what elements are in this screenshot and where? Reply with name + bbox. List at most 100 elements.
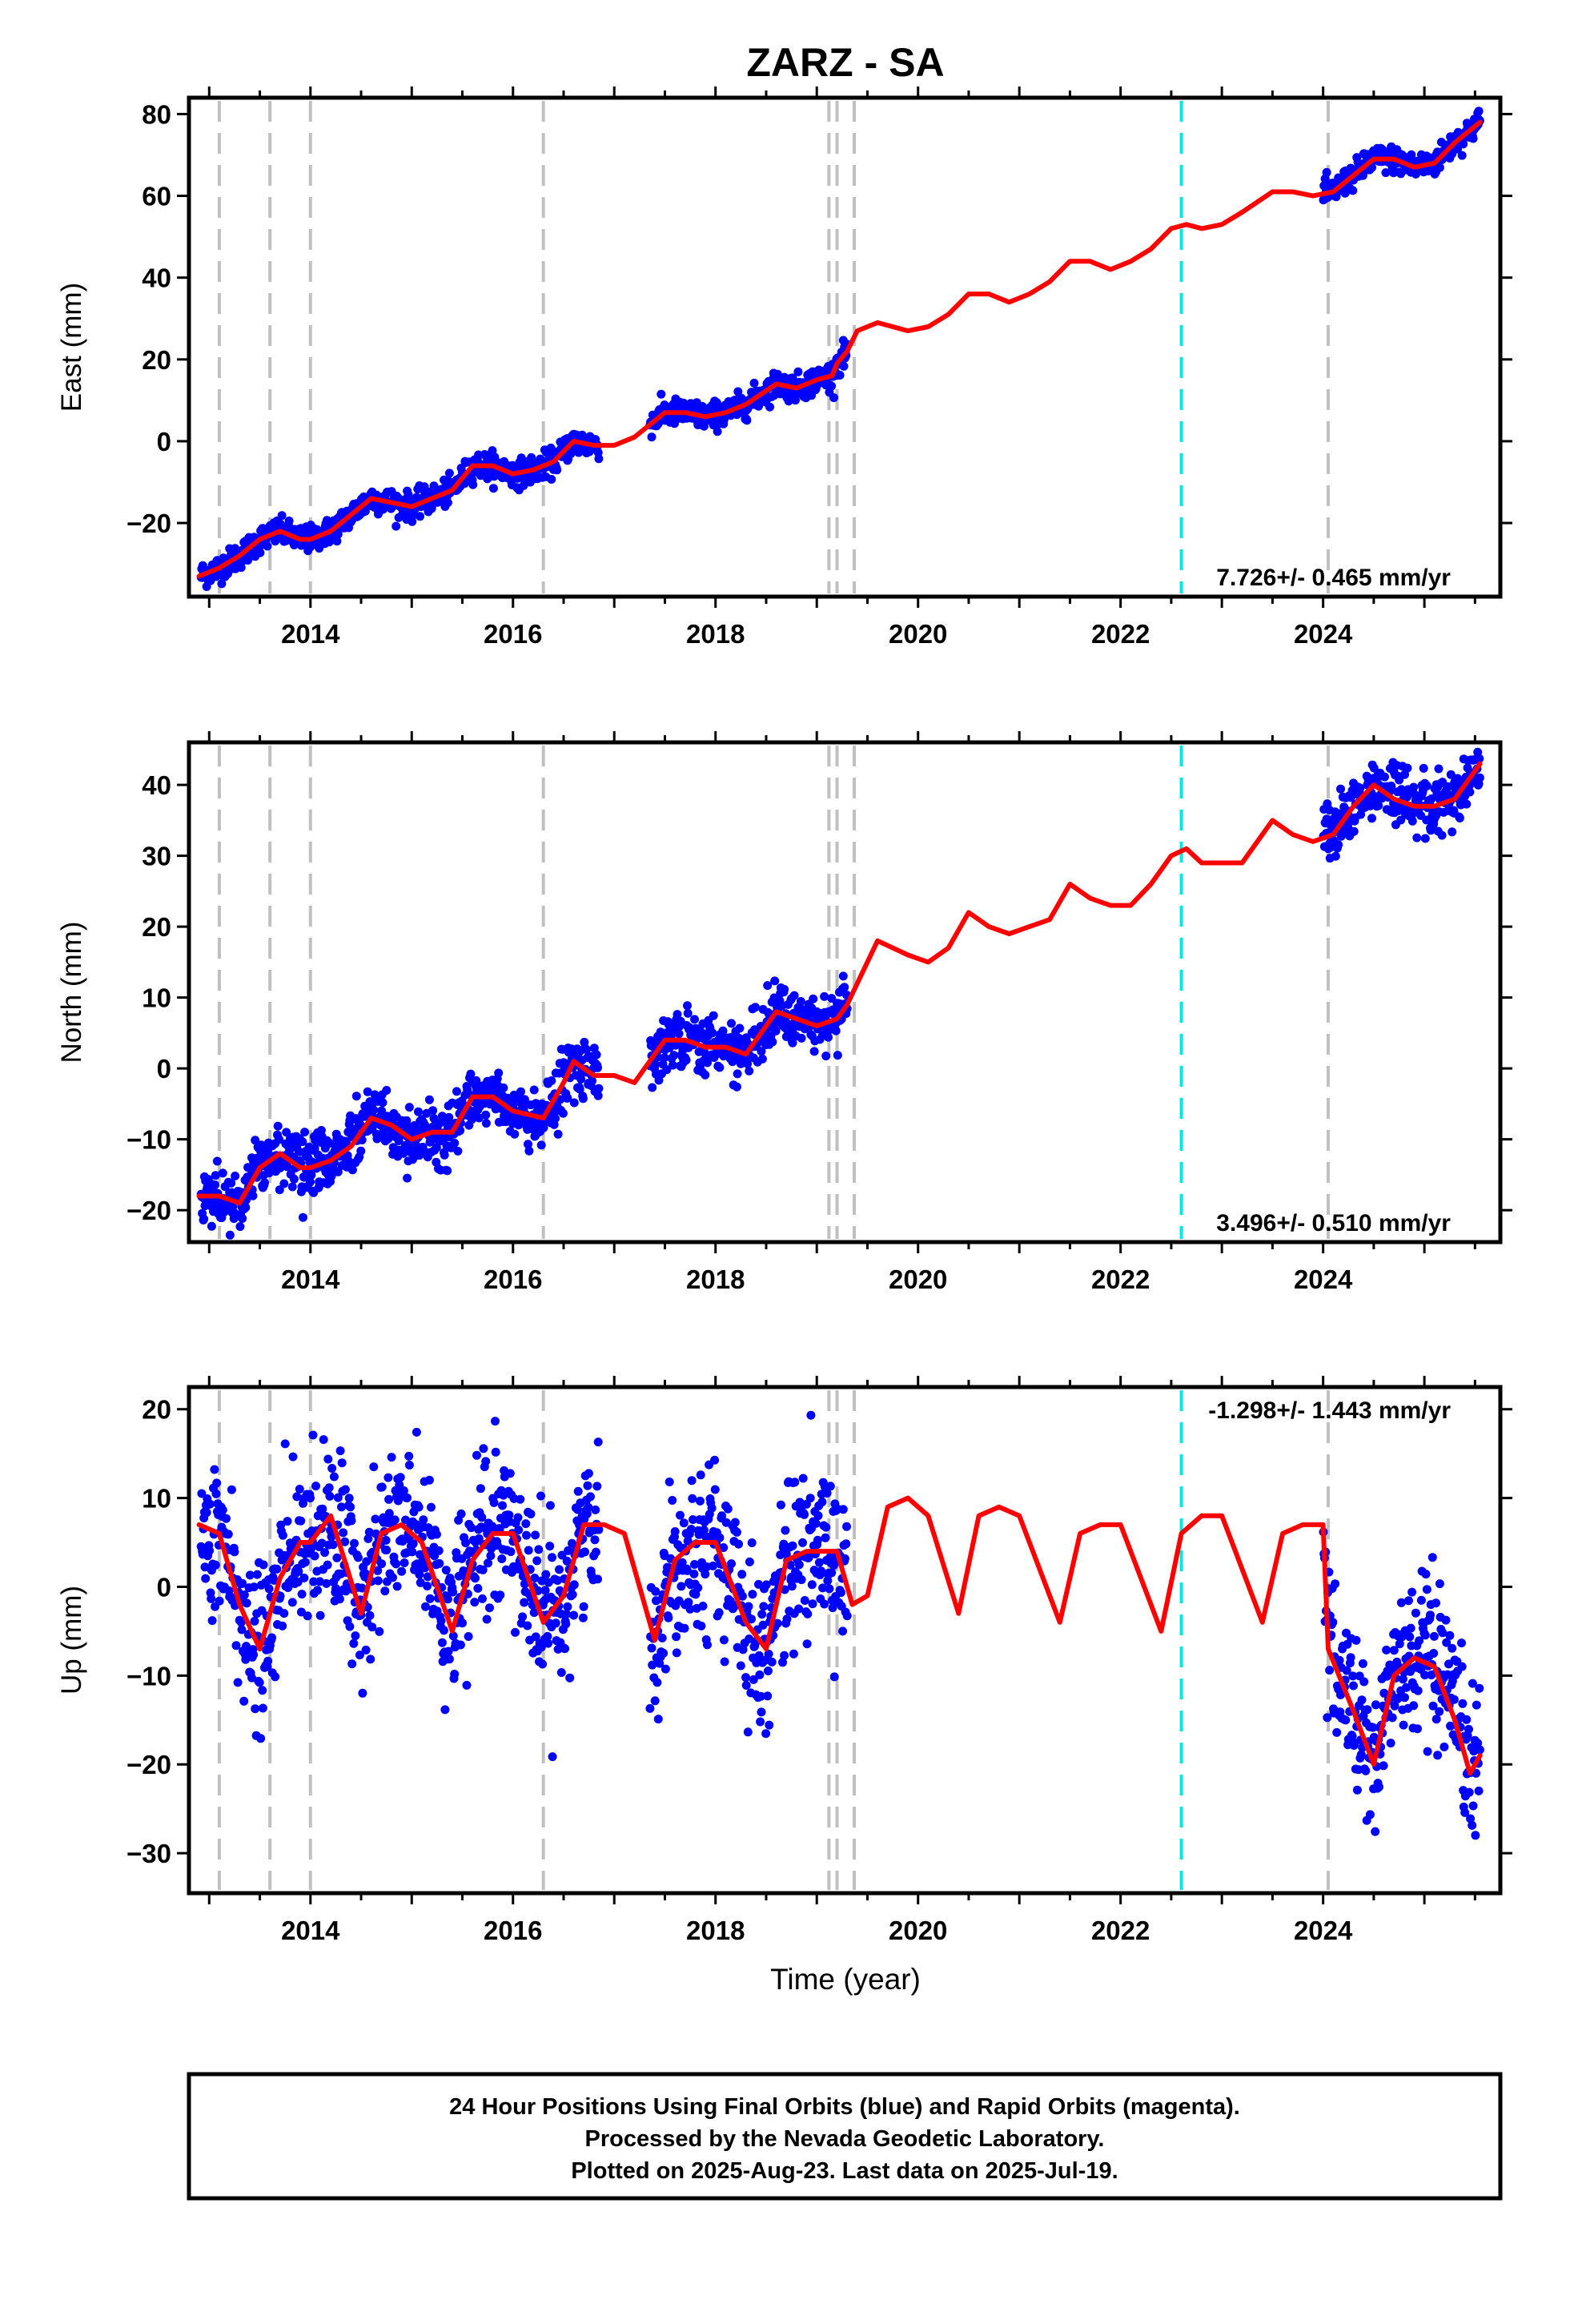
- data-point: [1462, 1715, 1472, 1724]
- plot-layer-up: [196, 1390, 1484, 1890]
- data-point: [506, 1547, 516, 1557]
- data-point: [520, 1598, 529, 1607]
- data-point: [287, 1182, 297, 1192]
- data-point: [408, 1539, 418, 1549]
- data-point: [1443, 1670, 1452, 1679]
- data-point: [1416, 1595, 1426, 1605]
- data-point: [1352, 1785, 1362, 1795]
- data-point: [734, 1539, 743, 1549]
- data-point: [689, 1569, 699, 1578]
- data-point: [415, 1570, 424, 1579]
- data-point: [824, 1032, 833, 1042]
- data-point: [701, 1070, 710, 1080]
- data-point: [798, 1474, 808, 1483]
- data-point: [479, 1444, 488, 1454]
- data-point: [200, 1562, 210, 1572]
- data-point: [468, 480, 478, 489]
- data-point: [521, 1519, 531, 1529]
- data-point: [681, 1055, 691, 1065]
- data-point: [710, 1485, 720, 1494]
- data-point: [591, 1505, 600, 1514]
- data-point: [263, 1656, 273, 1666]
- y-tick-label: 40: [142, 770, 171, 800]
- data-point: [536, 1491, 545, 1501]
- x-tick-label: 2016: [484, 1916, 542, 1945]
- data-point: [541, 1570, 551, 1579]
- data-point: [242, 1598, 251, 1608]
- data-point: [497, 1554, 507, 1563]
- data-point: [745, 1066, 754, 1076]
- data-point: [575, 1084, 584, 1094]
- data-point: [408, 1547, 417, 1557]
- data-point: [807, 1580, 817, 1590]
- data-point: [765, 402, 774, 412]
- data-point: [564, 1546, 573, 1555]
- data-point: [337, 1458, 347, 1468]
- data-point: [1355, 783, 1365, 793]
- data-point: [358, 1688, 367, 1698]
- data-point: [1349, 1681, 1358, 1691]
- data-point: [548, 1553, 556, 1562]
- rate-label-up: -1.298+/- 1.443 mm/yr: [1208, 1397, 1451, 1424]
- data-point: [791, 396, 800, 405]
- data-point: [337, 1502, 346, 1512]
- data-point: [325, 1491, 335, 1501]
- data-point: [397, 1566, 407, 1576]
- data-point: [282, 1128, 291, 1137]
- data-point: [749, 1675, 758, 1684]
- data-point: [1380, 772, 1389, 782]
- y-axis-label-east: East (mm): [56, 283, 87, 412]
- data-point: [827, 381, 837, 391]
- data-point: [563, 1093, 572, 1103]
- data-point: [340, 1537, 350, 1546]
- data-point: [440, 1705, 450, 1715]
- data-point: [696, 1470, 705, 1480]
- data-point: [1474, 1786, 1484, 1795]
- data-point: [756, 1691, 765, 1701]
- data-point: [1336, 784, 1345, 794]
- data-point: [565, 1673, 575, 1683]
- data-point: [674, 1029, 684, 1039]
- data-point: [250, 1616, 259, 1626]
- data-point: [583, 1481, 592, 1490]
- data-point: [1438, 1628, 1447, 1638]
- data-point: [1335, 1655, 1344, 1665]
- x-tick-label: 2016: [484, 1265, 542, 1294]
- data-point: [335, 1446, 345, 1456]
- data-point: [683, 1536, 693, 1546]
- data-point: [800, 1596, 809, 1605]
- data-point: [472, 1450, 481, 1460]
- data-point: [1374, 801, 1383, 810]
- data-point: [589, 1043, 599, 1053]
- data-point: [670, 1527, 680, 1536]
- data-point: [478, 1565, 488, 1574]
- data-point: [653, 1715, 663, 1724]
- data-point: [335, 1594, 344, 1604]
- data-point: [684, 1598, 693, 1607]
- data-point: [719, 1635, 729, 1645]
- x-tick-label: 2014: [281, 619, 340, 649]
- data-points-east: [196, 107, 1484, 591]
- data-point: [486, 1551, 496, 1561]
- data-point: [560, 1644, 569, 1654]
- data-point: [440, 1150, 449, 1160]
- x-tick-label: 2022: [1091, 619, 1150, 649]
- data-point: [814, 1558, 824, 1567]
- data-point: [536, 1140, 546, 1150]
- data-point: [1460, 1807, 1470, 1817]
- data-point: [471, 1574, 480, 1583]
- data-point: [260, 1178, 269, 1188]
- data-point: [696, 1496, 705, 1506]
- data-point: [524, 1146, 534, 1156]
- data-point: [384, 1494, 394, 1504]
- data-point: [1468, 1801, 1478, 1811]
- data-point: [516, 1087, 525, 1096]
- footer-line-2: Processed by the Nevada Geodetic Laborat…: [585, 2126, 1105, 2152]
- data-point: [255, 548, 265, 557]
- data-point: [207, 1221, 216, 1231]
- y-tick-label: 80: [142, 99, 171, 129]
- data-point: [529, 1608, 539, 1618]
- data-point: [259, 1560, 268, 1570]
- data-point: [1407, 150, 1416, 159]
- data-point: [315, 1577, 324, 1586]
